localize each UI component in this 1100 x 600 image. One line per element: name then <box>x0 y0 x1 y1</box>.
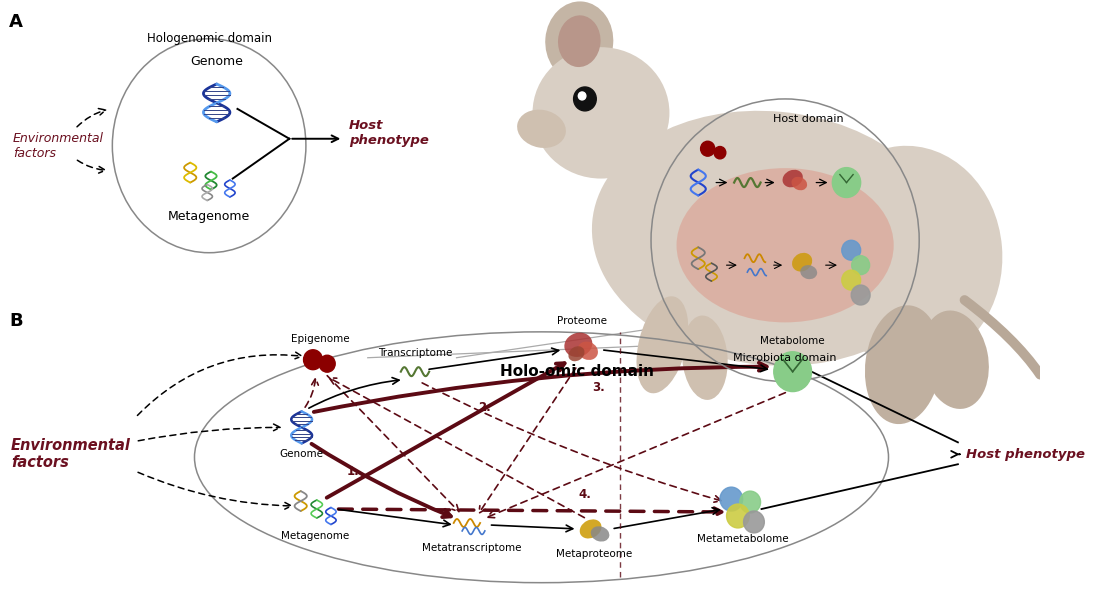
Text: Metaproteome: Metaproteome <box>557 549 632 559</box>
Text: B: B <box>9 312 23 330</box>
Text: Host phenotype: Host phenotype <box>967 448 1086 461</box>
Circle shape <box>579 92 586 100</box>
Circle shape <box>573 87 596 111</box>
Circle shape <box>842 270 860 290</box>
Ellipse shape <box>792 253 812 272</box>
Ellipse shape <box>637 296 689 393</box>
Ellipse shape <box>569 346 584 361</box>
Ellipse shape <box>791 177 807 190</box>
Ellipse shape <box>546 1 614 81</box>
Ellipse shape <box>592 111 950 366</box>
Ellipse shape <box>517 110 565 148</box>
Ellipse shape <box>813 146 1002 365</box>
Ellipse shape <box>532 47 670 179</box>
Text: Host
phenotype: Host phenotype <box>349 119 429 147</box>
Circle shape <box>851 256 870 275</box>
Text: Metagenome: Metagenome <box>168 211 250 223</box>
Text: 1.: 1. <box>346 465 359 478</box>
Circle shape <box>851 285 870 305</box>
Text: 4.: 4. <box>579 488 592 500</box>
Circle shape <box>720 487 742 511</box>
Text: 3.: 3. <box>592 381 605 394</box>
Circle shape <box>740 491 760 513</box>
Ellipse shape <box>578 341 598 360</box>
Text: Holo-omic domain: Holo-omic domain <box>500 364 654 379</box>
Ellipse shape <box>580 520 602 538</box>
Text: Metametabolome: Metametabolome <box>696 534 789 544</box>
Text: Epigenome: Epigenome <box>292 334 350 344</box>
Text: Host domain: Host domain <box>773 114 844 124</box>
Ellipse shape <box>591 526 609 542</box>
Text: Environmental
factors: Environmental factors <box>13 132 103 160</box>
Text: Metabolome: Metabolome <box>760 336 825 346</box>
Circle shape <box>319 355 336 372</box>
Text: Metagenome: Metagenome <box>280 531 349 541</box>
Circle shape <box>304 350 322 370</box>
Text: Genome: Genome <box>279 449 323 460</box>
Circle shape <box>727 504 749 528</box>
Circle shape <box>842 240 860 260</box>
Ellipse shape <box>801 265 817 279</box>
Ellipse shape <box>564 332 592 357</box>
Text: Microbiota domain: Microbiota domain <box>734 353 837 363</box>
Text: Hologenomic domain: Hologenomic domain <box>146 32 272 45</box>
Text: 2.: 2. <box>478 401 492 414</box>
Text: Metatranscriptome: Metatranscriptome <box>422 543 521 553</box>
Text: A: A <box>9 13 23 31</box>
Text: Proteome: Proteome <box>557 316 607 326</box>
Text: Environmental
factors: Environmental factors <box>11 438 131 470</box>
Circle shape <box>833 167 860 197</box>
Ellipse shape <box>558 16 601 67</box>
Circle shape <box>744 511 764 533</box>
Circle shape <box>714 146 726 159</box>
Ellipse shape <box>682 316 728 400</box>
Text: Genome: Genome <box>190 55 243 68</box>
Text: Transcriptome: Transcriptome <box>377 348 452 358</box>
Circle shape <box>773 352 812 392</box>
Ellipse shape <box>676 168 893 322</box>
Ellipse shape <box>782 170 803 187</box>
Ellipse shape <box>922 311 989 409</box>
Ellipse shape <box>865 305 942 424</box>
Circle shape <box>701 141 715 156</box>
